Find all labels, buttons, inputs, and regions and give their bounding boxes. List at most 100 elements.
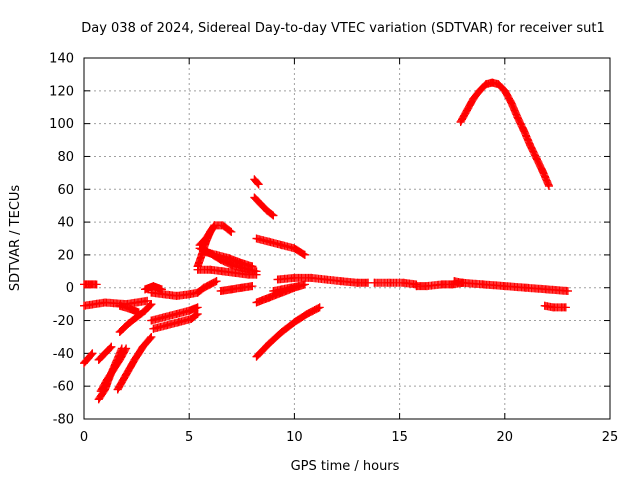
series-arc-27	[273, 273, 373, 287]
data-point	[159, 313, 168, 322]
data-point	[277, 285, 286, 294]
marker-trail	[147, 288, 202, 300]
x-tick-label: 20	[497, 430, 514, 445]
data-point	[113, 385, 122, 394]
data-point	[315, 303, 324, 312]
data-point	[193, 309, 202, 318]
series-arc-02	[80, 296, 152, 310]
data-point	[250, 193, 259, 202]
data-point	[199, 247, 208, 256]
data-point	[187, 314, 196, 323]
series-arc-01	[80, 280, 101, 289]
data-point	[101, 349, 110, 358]
x-tick-label: 25	[602, 430, 619, 445]
y-tick-label: -80	[53, 413, 74, 428]
data-point	[107, 342, 116, 351]
data-point	[122, 370, 131, 379]
data-point	[138, 342, 147, 351]
data-point	[157, 285, 166, 294]
data-point	[494, 80, 503, 89]
data-point	[80, 359, 88, 368]
data-point	[206, 265, 215, 274]
data-point	[462, 106, 471, 115]
y-tick-labels: -80 -60 -40 -20 0 20 40 60 80 100 120 140	[49, 52, 74, 428]
series-arc-31	[456, 78, 553, 190]
chart-title: Day 038 of 2024, Sidereal Day-to-day VTE…	[81, 21, 605, 36]
data-point	[252, 234, 261, 243]
data-point	[549, 303, 558, 312]
data-point	[265, 339, 274, 348]
data-point	[399, 278, 408, 287]
data-point	[488, 78, 497, 87]
data-point	[227, 227, 236, 236]
marker-trail	[450, 277, 572, 296]
data-point	[248, 282, 257, 291]
data-point	[469, 95, 478, 104]
data-point	[263, 206, 272, 215]
data-point	[250, 175, 259, 184]
series-arc-11	[147, 288, 202, 300]
x-tick-label: 0	[80, 430, 88, 445]
data-point	[195, 244, 204, 253]
marker-trail	[370, 278, 421, 289]
marker-trail	[250, 175, 263, 189]
data-point	[248, 262, 257, 271]
data-point	[500, 86, 509, 95]
axis-ticks	[83, 57, 611, 420]
data-point	[370, 278, 379, 287]
data-point	[225, 254, 234, 263]
series-arc-09	[115, 301, 143, 317]
data-point	[542, 285, 551, 294]
data-point	[92, 280, 101, 289]
data-point	[456, 117, 465, 126]
series-arc-06	[113, 332, 156, 394]
y-tick-label: -40	[53, 347, 74, 362]
y-tick-label: 40	[57, 216, 74, 231]
data-point	[521, 283, 530, 292]
series-arc-05	[96, 344, 131, 396]
data-point	[507, 98, 516, 107]
data-point	[143, 296, 152, 305]
data-point	[561, 303, 570, 312]
y-tick-label: 20	[57, 248, 74, 263]
series-arc-07	[94, 342, 116, 364]
series-arc-25	[252, 303, 324, 361]
series-arc-16	[195, 221, 236, 250]
y-tick-label: -20	[53, 314, 74, 329]
data-point	[199, 283, 208, 292]
data-point	[300, 280, 309, 289]
data-point	[130, 355, 139, 364]
data-point	[231, 268, 240, 277]
data-point	[115, 355, 124, 364]
data-point	[412, 282, 421, 291]
data-point	[103, 375, 112, 384]
data-point	[532, 154, 541, 163]
data-point	[437, 280, 446, 289]
data-markers	[80, 78, 572, 404]
x-tick-label: 10	[286, 430, 303, 445]
data-point	[147, 332, 156, 341]
series-arc-30	[450, 277, 572, 296]
series-arc-28	[370, 278, 421, 289]
x-tick-label: 15	[391, 430, 408, 445]
data-point	[172, 291, 181, 300]
data-point	[185, 290, 194, 299]
x-tick-labels: 0 5 10 15 20 25	[80, 430, 618, 445]
y-tick-label: -60	[53, 380, 74, 395]
marker-trail	[216, 282, 257, 295]
data-point	[126, 305, 135, 314]
data-point	[237, 283, 246, 292]
data-point	[185, 306, 194, 315]
data-point	[210, 221, 219, 230]
data-point	[513, 113, 522, 122]
data-point	[149, 324, 158, 333]
data-point	[481, 80, 490, 89]
series-arc-26	[269, 282, 303, 296]
data-point	[172, 309, 181, 318]
y-tick-label: 140	[49, 52, 74, 67]
data-point	[122, 344, 131, 353]
data-point	[193, 265, 202, 274]
marker-trail	[252, 303, 324, 361]
data-point	[544, 181, 553, 190]
y-tick-label: 100	[49, 117, 74, 132]
